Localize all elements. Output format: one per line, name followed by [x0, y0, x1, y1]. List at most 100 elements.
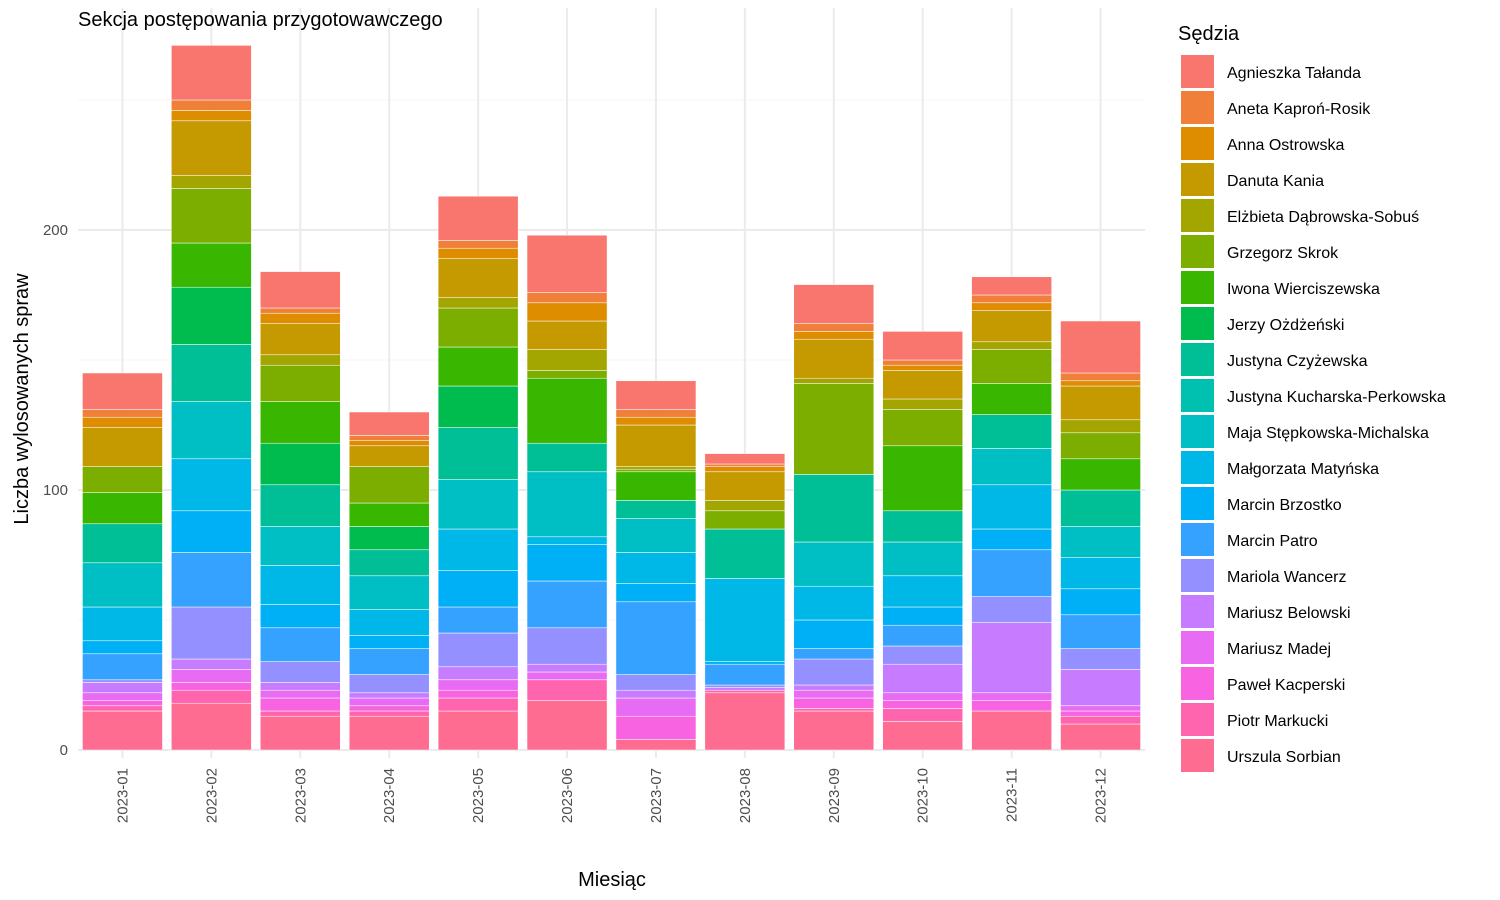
y-tick-label-1: 100: [43, 482, 68, 499]
x-tick-label-0: 2023-01: [114, 768, 131, 823]
bar-segment-2023-08-1: [704, 689, 786, 694]
x-tick-label-3: 2023-04: [381, 768, 398, 823]
bar-segment-2023-02-17: [171, 110, 252, 122]
legend-label-8: Justyna Czyżewska: [1227, 353, 1368, 370]
bar-segment-2023-03-6: [260, 627, 341, 662]
y-tick-label-2: 200: [43, 222, 68, 239]
bar-segment-2023-09-11: [793, 474, 875, 543]
bar-segment-2023-12-15: [1060, 419, 1141, 434]
legend-title: Sędzia: [1178, 23, 1240, 45]
bar-segment-2023-04-6: [348, 648, 430, 675]
bar-segment-2023-06-9: [526, 471, 608, 538]
bar-segment-2023-03-19: [260, 271, 341, 309]
bar-segment-2023-12-3: [1060, 705, 1141, 712]
bar-segment-2023-06-13: [526, 377, 608, 444]
bar-segment-2023-03-8: [260, 565, 341, 605]
bar-segment-2023-07-17: [615, 416, 697, 426]
bar-segment-2023-04-0: [348, 715, 430, 751]
legend-swatch-19: [1181, 739, 1214, 772]
bar-segment-2023-05-2: [437, 689, 519, 699]
bar-segment-2023-02-9: [171, 401, 252, 460]
bar-segment-2023-04-1: [348, 710, 430, 717]
legend-swatch-11: [1181, 451, 1214, 484]
bar-segment-2023-09-8: [793, 585, 875, 621]
x-tick-label-10: 2023-11: [1004, 768, 1021, 822]
bar-segment-2023-01-2: [82, 700, 163, 707]
bar-segment-2023-02-5: [171, 606, 252, 660]
bar-segment-2023-06-0: [526, 700, 608, 751]
bar-segment-2023-10-18: [882, 359, 963, 366]
legend-label-16: Mariusz Madej: [1227, 641, 1331, 658]
bar-segment-2023-01-13: [82, 492, 163, 525]
bar-segment-2023-05-3: [437, 679, 519, 691]
legend-items: Agnieszka Tałanda Aneta Kaproń-Rosik Anna …: [1181, 55, 1446, 772]
bar-segment-2023-07-14: [615, 468, 697, 473]
bar-segment-2023-05-13: [437, 346, 519, 387]
bar-segment-2023-09-18: [793, 323, 875, 332]
x-tick-label-7: 2023-08: [737, 768, 754, 823]
bar-segment-2023-01-3: [82, 692, 163, 701]
legend-label-1: Aneta Kaproń-Rosik: [1227, 101, 1371, 118]
bar-segment-2023-08-0: [704, 692, 786, 751]
bar-segment-2023-04-14: [348, 466, 430, 504]
bar-segment-2023-09-14: [793, 383, 875, 475]
bar-segment-2023-12-9: [1060, 526, 1141, 558]
legend: Sędzia Agnieszka Tałanda Aneta Kaproń-Ros…: [1178, 23, 1446, 772]
bar-segment-2023-02-18: [171, 99, 252, 111]
legend-label-4: Elżbieta Dąbrowska-Sobuś: [1227, 209, 1419, 226]
bar-segment-2023-07-6: [615, 601, 697, 675]
bar-segment-2023-10-7: [882, 606, 963, 626]
y-axis-title: Liczba wylosowanych spraw: [11, 273, 33, 525]
y-axis-ticks: 0 100 200: [43, 222, 68, 759]
chart-title: Sekcja postępowania przygotowawczego: [78, 9, 443, 31]
legend-label-17: Paweł Kacperski: [1227, 677, 1345, 694]
bar-segment-2023-11-19: [971, 276, 1052, 296]
bar-segment-2023-05-11: [437, 427, 519, 480]
bar-segment-2023-09-2: [793, 697, 875, 709]
bar-segment-2023-09-6: [793, 648, 875, 660]
bar-segment-2023-01-19: [82, 372, 163, 410]
bar-segment-2023-03-9: [260, 526, 341, 566]
bar-segment-2023-05-1: [437, 697, 519, 712]
bar-segment-2023-01-18: [82, 409, 163, 418]
legend-swatch-6: [1181, 271, 1214, 304]
bar-segment-2023-07-2: [615, 715, 697, 740]
bar-segment-2023-03-1: [260, 710, 341, 717]
bar-segment-2023-06-5: [526, 627, 608, 665]
legend-swatch-16: [1181, 631, 1214, 664]
bar-segment-2023-12-11: [1060, 489, 1141, 527]
bar-segment-2023-12-18: [1060, 372, 1141, 382]
bar-segment-2023-12-1: [1060, 715, 1141, 725]
bar-segment-2023-11-6: [971, 549, 1052, 597]
bar-segment-2023-04-7: [348, 635, 430, 649]
bar-segment-2023-02-6: [171, 552, 252, 608]
bar-segment-2023-01-14: [82, 466, 163, 493]
legend-label-12: Marcin Brzostko: [1227, 497, 1342, 514]
bar-segment-2023-01-11: [82, 523, 163, 564]
legend-swatch-9: [1181, 379, 1214, 412]
bar-segment-2023-11-0: [971, 710, 1052, 751]
bar-segment-2023-02-12: [171, 286, 252, 345]
bar-segment-2023-09-7: [793, 619, 875, 649]
bar-segment-2023-08-11: [704, 528, 786, 579]
legend-label-6: Iwona Wierciszewska: [1227, 281, 1380, 298]
legend-label-10: Maja Stępkowska-Michalska: [1227, 425, 1429, 442]
bar-segment-2023-03-4: [260, 682, 341, 691]
bar-segment-2023-02-1: [171, 689, 252, 704]
bar-segment-2023-11-3: [971, 692, 1052, 701]
bar-segment-2023-04-16: [348, 445, 430, 467]
bar-segment-2023-07-13: [615, 471, 697, 501]
bar-segment-2023-06-19: [526, 234, 608, 293]
bar-segment-2023-11-18: [971, 294, 1052, 304]
bar-segment-2023-07-16: [615, 424, 697, 467]
bar-segment-2023-06-15: [526, 349, 608, 371]
bar-segment-2023-07-19: [615, 380, 697, 410]
bar-segment-2023-10-4: [882, 663, 963, 694]
legend-label-14: Mariola Wancerz: [1227, 569, 1346, 586]
bar-segment-2023-11-7: [971, 528, 1052, 551]
bar-segment-2023-06-3: [526, 671, 608, 681]
bar-segment-2023-12-7: [1060, 588, 1141, 616]
bar-segment-2023-10-2: [882, 700, 963, 709]
bar-segment-2023-06-11: [526, 442, 608, 473]
